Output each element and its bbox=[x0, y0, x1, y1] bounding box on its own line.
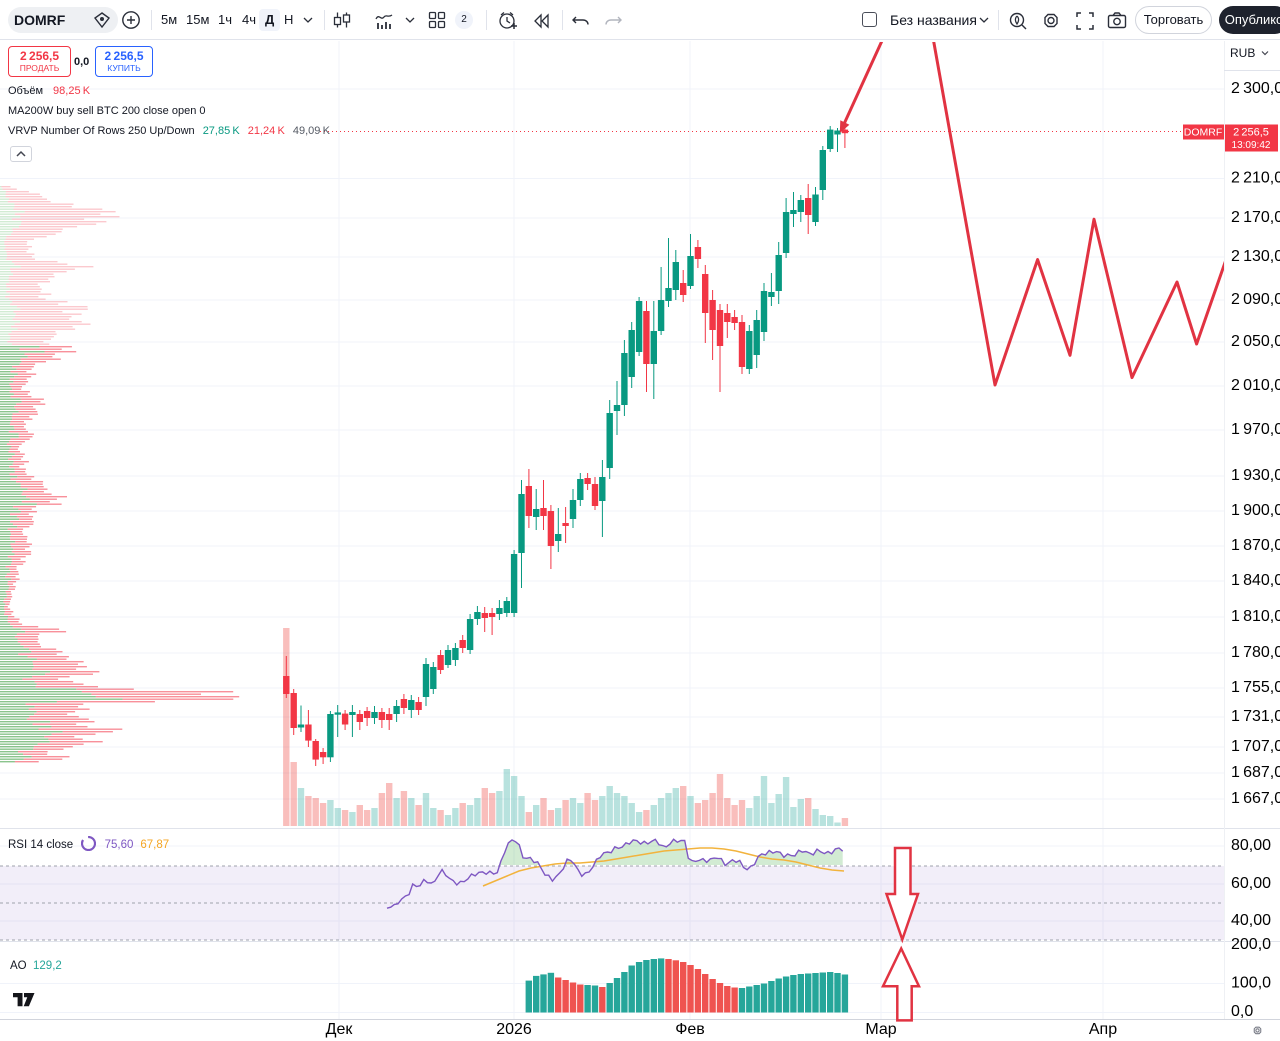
svg-text:Апр: Апр bbox=[1089, 1021, 1117, 1038]
svg-text:1 810,0: 1 810,0 bbox=[1231, 608, 1280, 625]
svg-text:2 050,0: 2 050,0 bbox=[1231, 333, 1280, 350]
svg-text:1 707,0: 1 707,0 bbox=[1231, 738, 1280, 755]
svg-text:80,00: 80,00 bbox=[1231, 837, 1271, 854]
svg-text:1 900,0: 1 900,0 bbox=[1231, 502, 1280, 519]
svg-text:Дек: Дек bbox=[326, 1021, 354, 1038]
svg-text:1 840,0: 1 840,0 bbox=[1231, 572, 1280, 589]
svg-text:2 010,0: 2 010,0 bbox=[1231, 377, 1280, 394]
svg-text:DOMRF: DOMRF bbox=[1184, 127, 1223, 139]
svg-text:40,00: 40,00 bbox=[1231, 912, 1271, 929]
svg-text:2 090,0: 2 090,0 bbox=[1231, 291, 1280, 308]
svg-text:2 210,0: 2 210,0 bbox=[1231, 170, 1280, 187]
svg-text:13:09:42: 13:09:42 bbox=[1232, 140, 1271, 151]
svg-text:1 667,0: 1 667,0 bbox=[1231, 790, 1280, 807]
svg-text:200,0: 200,0 bbox=[1231, 936, 1271, 953]
svg-text:Фев: Фев bbox=[675, 1021, 705, 1038]
svg-text:0,0: 0,0 bbox=[1231, 1003, 1253, 1020]
svg-text:2026: 2026 bbox=[496, 1021, 532, 1038]
svg-text:2 256,5: 2 256,5 bbox=[1233, 127, 1269, 139]
svg-text:1 687,0: 1 687,0 bbox=[1231, 764, 1280, 781]
svg-text:1 755,0: 1 755,0 bbox=[1231, 679, 1280, 696]
svg-text:2 170,0: 2 170,0 bbox=[1231, 209, 1280, 226]
svg-text:1 780,0: 1 780,0 bbox=[1231, 644, 1280, 661]
svg-text:2 130,0: 2 130,0 bbox=[1231, 248, 1280, 265]
svg-text:Мар: Мар bbox=[865, 1021, 896, 1038]
svg-text:1 970,0: 1 970,0 bbox=[1231, 421, 1280, 438]
svg-text:1 731,0: 1 731,0 bbox=[1231, 708, 1280, 725]
svg-text:100,0: 100,0 bbox=[1231, 975, 1271, 992]
svg-text:1 930,0: 1 930,0 bbox=[1231, 467, 1280, 484]
svg-text:60,00: 60,00 bbox=[1231, 875, 1271, 892]
svg-text:2 300,0: 2 300,0 bbox=[1231, 80, 1280, 97]
svg-text:1 870,0: 1 870,0 bbox=[1231, 537, 1280, 554]
